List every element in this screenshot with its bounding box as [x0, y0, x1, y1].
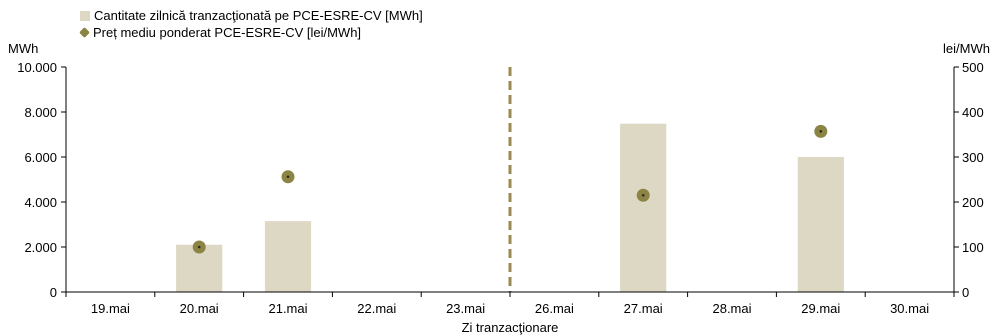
bar-21.mai — [264, 221, 312, 292]
x-tick-label: 28.mai — [712, 301, 751, 316]
price-marker-center — [819, 130, 823, 133]
y-left-tick-label: 10.000 — [17, 60, 57, 75]
y-right-tick-label: 500 — [962, 60, 984, 75]
x-axis-title: Zi tranzacţionare — [462, 320, 559, 335]
bar-29.mai — [797, 157, 844, 292]
y-right-tick-label: 400 — [962, 105, 984, 120]
y-left-tick-label: 0 — [50, 285, 57, 300]
y-right-tick-label: 0 — [962, 285, 969, 300]
price-marker-center — [641, 193, 645, 197]
y-left-tick-label: 8.000 — [24, 105, 57, 120]
y-left-tick-label: 4.000 — [24, 195, 57, 210]
x-tick-label: 29.mai — [801, 301, 840, 316]
x-tick-label: 19.mai — [91, 301, 130, 316]
legend-label-bars: Cantitate zilnică tranzacţionată pe PCE-… — [94, 8, 423, 23]
y-right-tick-label: 100 — [962, 240, 984, 255]
x-tick-label: 22.mai — [357, 301, 396, 316]
y-right-tick-label: 200 — [962, 195, 984, 210]
legend-swatch-bars — [80, 10, 90, 21]
legend-label-price: Preț mediu ponderat PCE-ESRE-CV [lei/MWh… — [93, 25, 362, 40]
x-tick-label: 23.mai — [446, 301, 485, 316]
legend-item-price: Preț mediu ponderat PCE-ESRE-CV [lei/MWh… — [79, 24, 423, 41]
x-tick-label: 26.mai — [535, 301, 574, 316]
x-tick-label: 30.mai — [890, 301, 929, 316]
price-marker-center — [197, 245, 201, 249]
y-left-tick-label: 6.000 — [24, 150, 57, 165]
legend-item-bars: Cantitate zilnică tranzacţionată pe PCE-… — [80, 7, 423, 24]
y-right-axis-title: lei/MWh — [943, 41, 990, 56]
x-tick-label: 27.mai — [624, 301, 663, 316]
y-right-tick-label: 300 — [962, 150, 984, 165]
bar-27.mai — [620, 123, 667, 292]
chart-legend: Cantitate zilnică tranzacţionată pe PCE-… — [79, 7, 423, 41]
y-left-axis-title: MWh — [8, 41, 38, 56]
y-left-tick-label: 2.000 — [24, 240, 57, 255]
x-tick-label: 20.mai — [180, 301, 219, 316]
price-marker-center — [286, 175, 290, 179]
x-tick-label: 21.mai — [268, 301, 307, 316]
